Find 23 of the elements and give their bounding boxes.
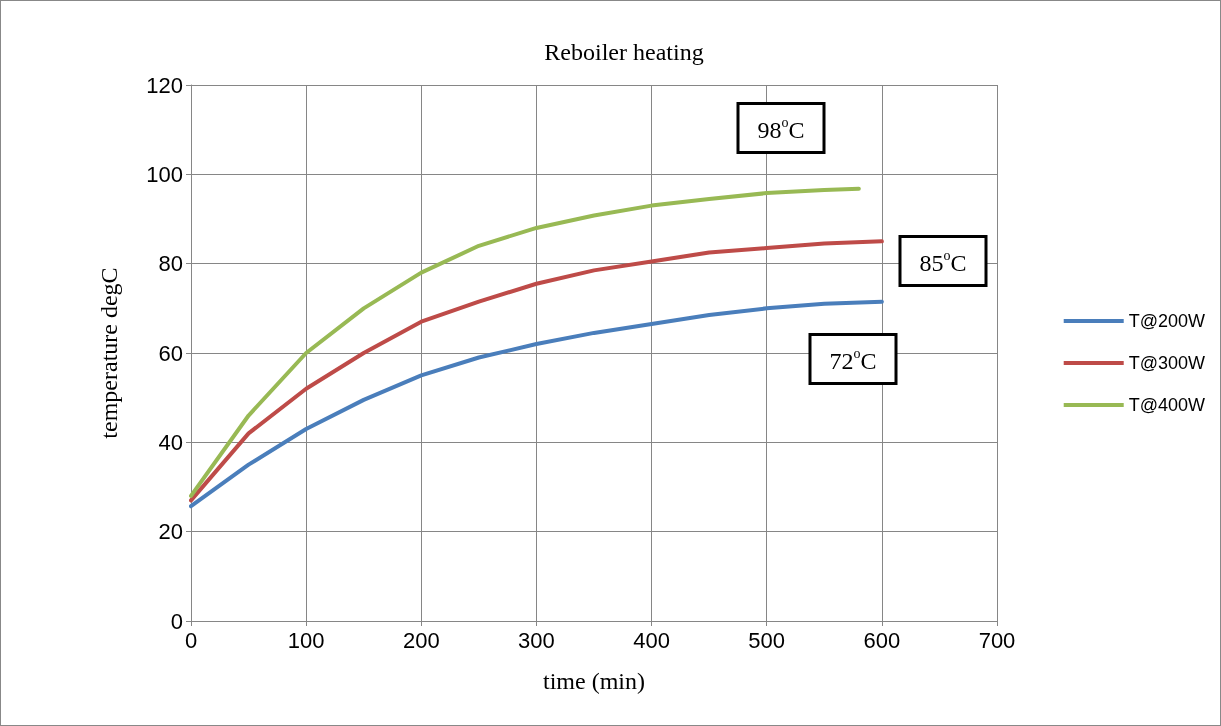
legend-label: T@400W — [1128, 395, 1206, 415]
y-tick-label: 20 — [158, 519, 183, 545]
y-tick-label: 80 — [158, 251, 183, 277]
x-tick-label: 700 — [978, 627, 1016, 653]
x-tick-label: 100 — [287, 627, 325, 653]
line-series — [189, 186, 861, 498]
x-tick-label: 500 — [748, 627, 786, 653]
y-tick-label: 120 — [146, 72, 183, 98]
y-axis-title: temperature degC — [96, 267, 122, 439]
y-tick-label: 60 — [158, 340, 183, 366]
y-tick-label: 0 — [170, 608, 183, 634]
legend-label: T@200W — [1128, 311, 1206, 331]
legend-label: T@300W — [1128, 353, 1206, 373]
y-tick-label: 100 — [146, 161, 183, 187]
x-tick-label: 400 — [633, 627, 670, 653]
y-tick-label: 40 — [158, 429, 183, 455]
x-tick-label: 300 — [518, 627, 555, 653]
line-series — [189, 239, 884, 503]
x-tick-label: 600 — [863, 627, 901, 653]
x-tick-label: 200 — [402, 627, 440, 653]
line-series — [189, 299, 884, 509]
chart-title: Reboiler heating — [544, 39, 704, 65]
x-axis-title: time (min) — [543, 668, 645, 694]
